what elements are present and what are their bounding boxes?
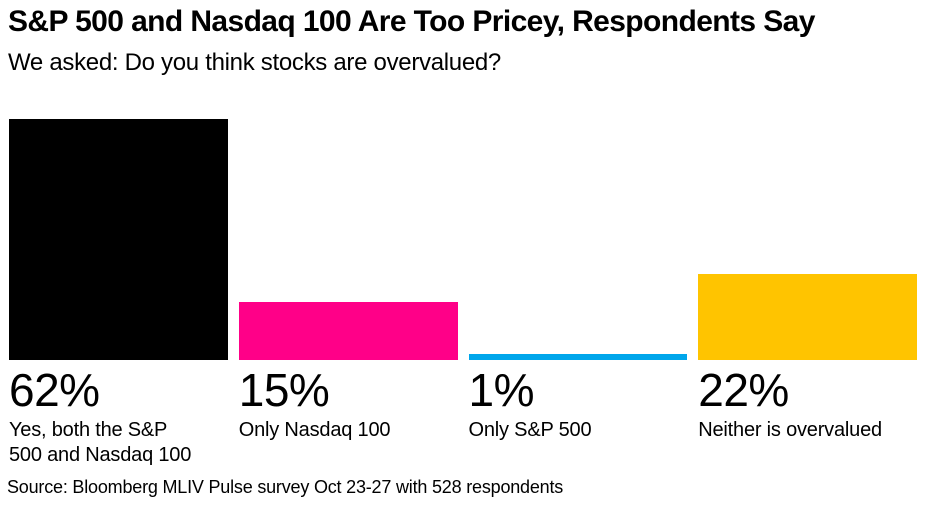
bar-only-nasdaq-100 bbox=[238, 302, 458, 360]
value-label-neither: 22% bbox=[698, 364, 789, 416]
value-label-only-sp500: 1% bbox=[468, 364, 535, 416]
bar-column-only-nasdaq bbox=[238, 119, 458, 360]
bar-neither-overvalued bbox=[698, 274, 917, 360]
value-label-only-nasdaq: 15% bbox=[238, 364, 330, 416]
bar-column-only-sp500 bbox=[468, 119, 688, 360]
category-label-yes-both: Yes, both the S&P 500 and Nasdaq 100 bbox=[9, 418, 192, 467]
bar-yes-both bbox=[9, 119, 228, 360]
label-column-only-sp500: 1% Only S&P 500 bbox=[469, 360, 688, 443]
bar-column-neither bbox=[698, 119, 917, 360]
bar-column-yes-both bbox=[9, 119, 228, 360]
label-column-only-nasdaq: 15% Only Nasdaq 100 bbox=[239, 360, 458, 443]
label-column-neither: 22% Neither is overvalued bbox=[698, 360, 917, 443]
category-label-only-nasdaq: Only Nasdaq 100 bbox=[238, 418, 391, 441]
chart-subtitle: We asked: Do you think stocks are overva… bbox=[8, 49, 501, 76]
bar-only-sp-500 bbox=[468, 354, 688, 360]
category-label-neither: Neither is overvalued bbox=[698, 418, 882, 441]
chart-title: S&P 500 and Nasdaq 100 Are Too Pricey, R… bbox=[8, 5, 815, 38]
value-label-yes-both: 62% bbox=[9, 364, 100, 416]
label-column-yes-both: 62% Yes, both the S&P 500 and Nasdaq 100 bbox=[9, 360, 228, 469]
bar-labels: 62% Yes, both the S&P 500 and Nasdaq 100… bbox=[9, 360, 917, 469]
category-label-only-sp500: Only S&P 500 bbox=[468, 418, 592, 441]
bar-chart bbox=[9, 119, 917, 360]
source-note: Source: Bloomberg MLIV Pulse survey Oct … bbox=[7, 477, 564, 497]
